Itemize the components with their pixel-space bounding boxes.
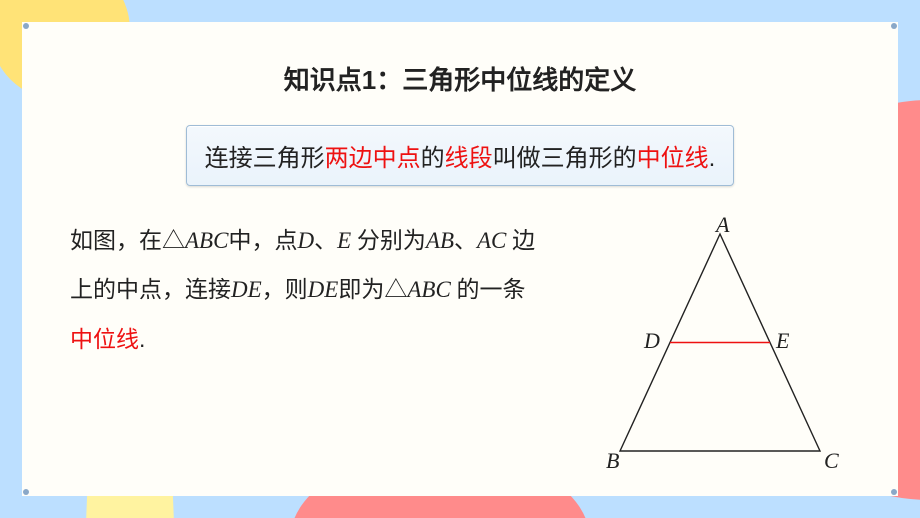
midpoint-label-e: E — [776, 328, 789, 354]
vertex-label-b: B — [606, 448, 619, 474]
slide-title: 知识点1：三角形中位线的定义 — [70, 60, 850, 97]
vertex-label-a: A — [716, 212, 729, 238]
triangle-svg — [570, 216, 850, 476]
definition-box: 连接三角形两边中点的线段叫做三角形的中位线. — [186, 125, 735, 186]
midpoint-label-d: D — [644, 328, 660, 354]
body-paragraph: 如图，在△ABC中，点D、E 分别为AB、AC 边上的中点，连接DE，则DE即为… — [70, 216, 546, 363]
slide-content: 知识点1：三角形中位线的定义 连接三角形两边中点的线段叫做三角形的中位线. 如图… — [0, 0, 920, 518]
vertex-label-c: C — [824, 448, 839, 474]
triangle-figure: A B C D E — [570, 216, 850, 476]
definition-text: 连接三角形两边中点的线段叫做三角形的中位线. — [205, 145, 716, 172]
